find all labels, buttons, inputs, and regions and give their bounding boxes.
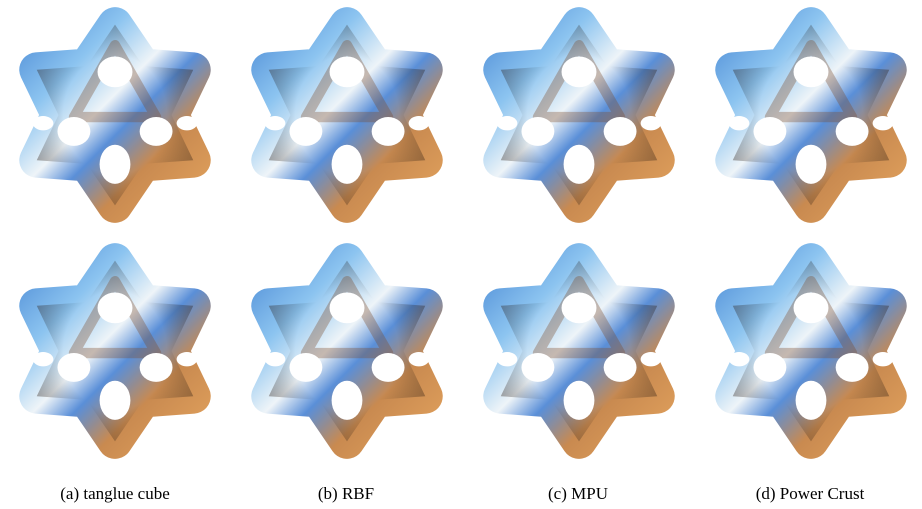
rendering <box>265 261 429 442</box>
rendering <box>497 261 661 442</box>
rendering <box>33 25 197 206</box>
caption: (a) tanglue cube <box>60 484 170 503</box>
rendering <box>33 261 197 442</box>
caption: (c) MPU <box>548 484 608 503</box>
rendering <box>497 25 661 206</box>
page: {"captions": ["(a) tanglue cube", "(b) R… <box>0 0 922 509</box>
caption: (d) Power Crust <box>756 484 865 503</box>
caption: (b) RBF <box>318 484 374 503</box>
figure: (a) tanglue cube (b) RBF (c) MPU (d) Pow… <box>0 0 922 509</box>
rendering <box>729 25 893 206</box>
rendering <box>265 25 429 206</box>
renderings <box>33 25 893 442</box>
rendering <box>729 261 893 442</box>
